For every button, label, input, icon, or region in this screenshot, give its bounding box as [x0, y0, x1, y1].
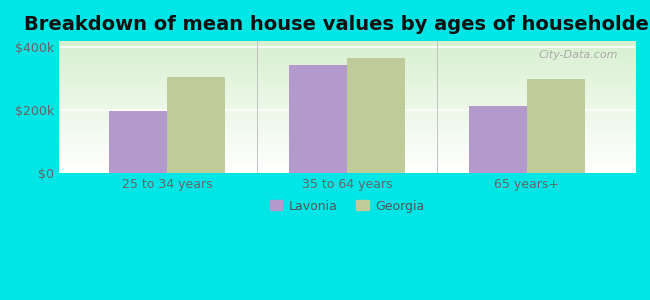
Bar [289, 65, 347, 173]
Title: Breakdown of mean house values by ages of householders: Breakdown of mean house values by ages o… [24, 15, 650, 34]
Text: City-Data.com: City-Data.com [538, 50, 617, 60]
Bar [469, 106, 527, 173]
Bar [347, 58, 404, 173]
Bar [527, 79, 584, 173]
Bar [109, 111, 167, 173]
Bar [167, 77, 225, 173]
Legend: Lavonia, Georgia: Lavonia, Georgia [265, 194, 429, 218]
